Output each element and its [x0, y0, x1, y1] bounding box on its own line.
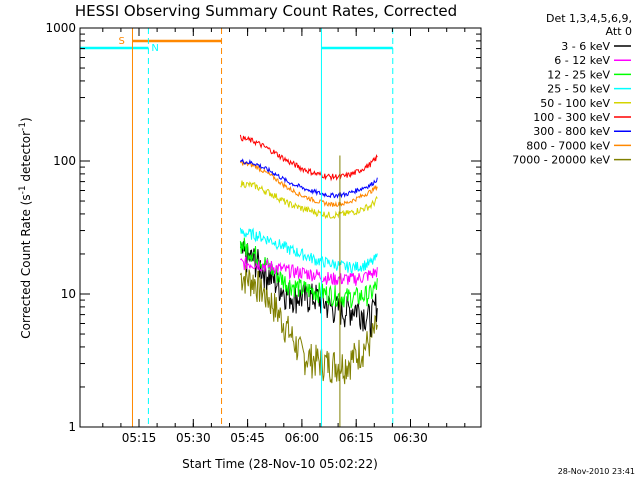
legend-header-2: Att 0	[606, 25, 632, 38]
data-layer	[239, 134, 378, 385]
legend-label-5: 50 - 100 keV	[540, 97, 610, 110]
legend-label-1: 3 - 6 keV	[561, 40, 610, 53]
legend-label-9: 7000 - 20000 keV	[512, 154, 610, 167]
legend-header-1: Det 1,3,4,5,6,9,	[546, 12, 632, 25]
night-marker-label: N	[151, 43, 158, 54]
y-tick-label: 1000	[45, 21, 76, 35]
saa-marker-label: S	[118, 36, 124, 47]
plot-frame	[79, 27, 482, 428]
series-line-4	[239, 227, 378, 275]
legend-label-8: 800 - 7000 keV	[526, 139, 610, 152]
flag-layer: SN	[80, 28, 394, 427]
y-tick-label: 1	[68, 420, 76, 434]
legend-label-2: 6 - 12 keV	[554, 54, 610, 67]
series-line-8	[240, 160, 378, 207]
legend-label-4: 25 - 50 keV	[547, 83, 610, 96]
x-tick-label: 06:00	[285, 431, 320, 445]
x-tick-label: 06:15	[339, 431, 374, 445]
series-line-7	[239, 158, 378, 199]
series-line-5	[240, 180, 378, 220]
legend-label-7: 300 - 800 keV	[533, 125, 610, 138]
series-line-1	[239, 241, 378, 338]
y-axis-label: Corrected Count Rate (s-1 detector-1)	[18, 117, 33, 338]
x-tick-label: 06:30	[393, 431, 428, 445]
series-line-6	[239, 134, 378, 182]
x-tick-label: 05:15	[122, 431, 157, 445]
chart-title: HESSI Observing Summary Count Rates, Cor…	[75, 2, 457, 20]
legend-label-3: 12 - 25 keV	[547, 68, 610, 81]
y-tick-label: 100	[53, 154, 76, 168]
x-axis: 05:15 05:30 05:45 06:00 06:15 06:30	[102, 28, 466, 445]
y-tick-label: 10	[61, 287, 76, 301]
footer-timestamp: 28-Nov-2010 23:41	[558, 467, 635, 476]
x-tick-label: 05:30	[176, 431, 211, 445]
series-line-9	[239, 265, 378, 385]
legend-label-6: 100 - 300 keV	[533, 111, 610, 124]
series-line-2	[239, 256, 378, 286]
x-axis-label: Start Time (28-Nov-10 05:02:22)	[182, 457, 378, 471]
x-tick-label: 05:45	[230, 431, 265, 445]
y-axis: 1 10 100 1000	[45, 21, 481, 434]
